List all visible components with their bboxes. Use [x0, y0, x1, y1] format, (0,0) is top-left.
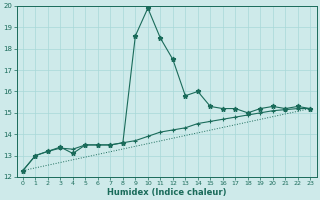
X-axis label: Humidex (Indice chaleur): Humidex (Indice chaleur) — [107, 188, 226, 197]
